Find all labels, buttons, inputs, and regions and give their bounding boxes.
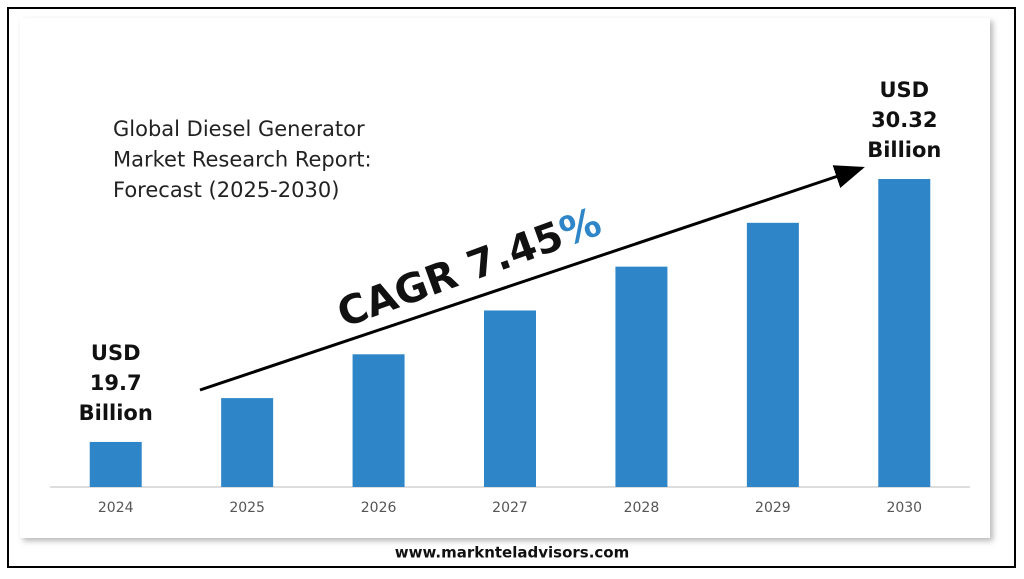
bar — [89, 441, 142, 487]
bar — [221, 398, 274, 487]
x-tick-label: 2027 — [492, 500, 528, 516]
source: www.marknteladvisors.com — [395, 544, 629, 562]
bar — [352, 354, 405, 487]
bar — [484, 310, 536, 487]
x-tick-label: 2024 — [98, 500, 134, 516]
growth-arrow — [199, 165, 865, 392]
data-label: USD 30.32 Billion — [867, 78, 941, 162]
x-tick-label: 2028 — [624, 500, 660, 516]
x-tick-label: 2026 — [361, 500, 397, 516]
x-tick-label: 2025 — [229, 500, 265, 516]
bar — [615, 266, 668, 487]
data-label: USD 19.7 Billion — [79, 341, 153, 425]
x-tick-label: 2030 — [886, 500, 922, 516]
bar — [878, 179, 931, 487]
x-tick-label: 2029 — [755, 500, 791, 516]
chart-title: Global Diesel Generator Market Research R… — [113, 117, 372, 202]
bar — [746, 222, 799, 487]
